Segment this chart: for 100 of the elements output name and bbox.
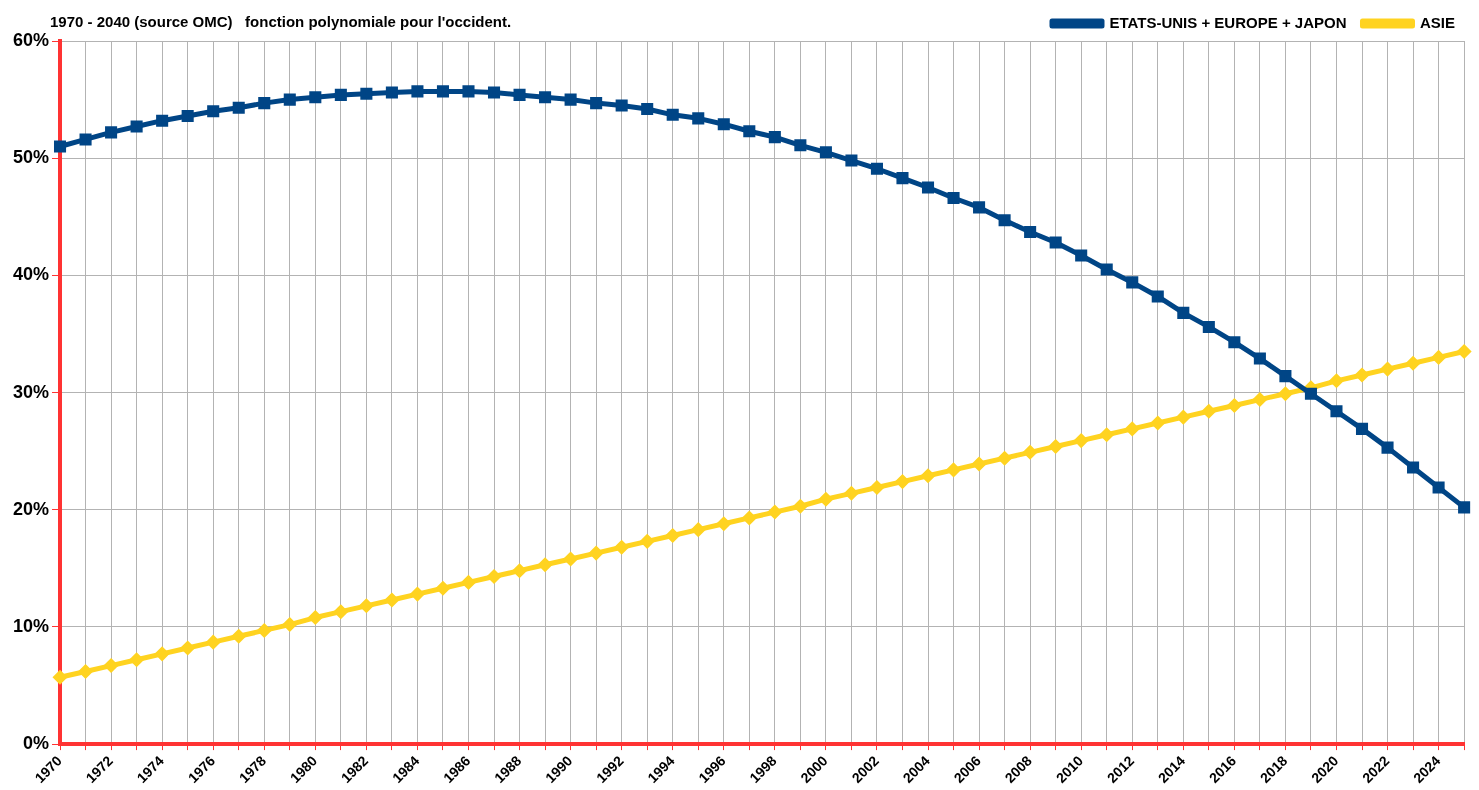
point (206, 635, 220, 649)
point (768, 505, 782, 519)
point (589, 546, 603, 560)
point (1151, 290, 1164, 303)
point (53, 670, 67, 684)
point (130, 653, 144, 667)
point (359, 599, 373, 613)
point (895, 475, 909, 489)
point (53, 140, 67, 153)
point (1075, 249, 1088, 262)
point (947, 191, 960, 205)
point (334, 88, 347, 101)
point (641, 102, 654, 115)
point (1049, 236, 1062, 249)
point (1381, 362, 1395, 376)
point (181, 109, 194, 123)
point (104, 659, 118, 673)
point (844, 486, 858, 500)
point (283, 93, 296, 106)
point (998, 451, 1012, 465)
point (972, 457, 986, 471)
point (793, 499, 807, 513)
point (1457, 345, 1471, 359)
y-tick-label: 10% (13, 615, 50, 636)
point (717, 517, 731, 531)
point (1202, 320, 1215, 333)
point (436, 85, 449, 98)
point (896, 172, 909, 185)
point (666, 529, 680, 543)
point (385, 86, 398, 99)
legend-label: ASIE (1419, 13, 1456, 31)
point (615, 99, 628, 112)
point (1432, 350, 1446, 364)
point (1432, 481, 1445, 494)
point (1177, 306, 1190, 319)
point (1407, 461, 1420, 474)
point (1125, 422, 1139, 436)
point (742, 511, 756, 525)
point (461, 575, 475, 589)
point (232, 101, 245, 114)
point (921, 469, 935, 483)
y-tick-label: 30% (13, 381, 50, 402)
y-tick-label: 50% (13, 147, 50, 168)
point (640, 534, 654, 548)
point (385, 593, 399, 607)
point (487, 570, 501, 584)
point (1253, 393, 1267, 407)
point (1458, 501, 1471, 514)
point (1151, 416, 1165, 430)
y-tick-label: 60% (13, 29, 50, 50)
point (819, 146, 832, 159)
point (1304, 387, 1317, 400)
point (155, 647, 169, 661)
point (1279, 370, 1292, 383)
point (691, 523, 705, 537)
point (947, 463, 961, 477)
point (870, 480, 884, 494)
point (1176, 410, 1190, 424)
point (156, 114, 169, 127)
point (1355, 368, 1369, 382)
point (998, 214, 1011, 227)
point (105, 126, 118, 139)
point (1330, 405, 1343, 418)
point (232, 629, 246, 643)
point (283, 618, 297, 632)
point (564, 552, 578, 566)
point (1074, 434, 1088, 448)
point (411, 85, 424, 98)
point (845, 154, 858, 167)
point (717, 118, 730, 131)
point (207, 105, 220, 118)
point (258, 97, 271, 110)
point (1355, 422, 1369, 435)
point (1024, 225, 1037, 239)
point (79, 664, 93, 678)
point (1227, 398, 1241, 412)
point (462, 85, 475, 98)
point (768, 131, 781, 144)
point (921, 181, 935, 194)
point (334, 605, 348, 619)
point (1100, 263, 1113, 276)
point (538, 558, 552, 572)
chart-title: 1970 - 2040 (source OMC) fonction polynomiale pour l'occident. (50, 13, 512, 30)
point (1329, 374, 1343, 388)
point (308, 611, 322, 625)
point (564, 93, 577, 106)
point (973, 201, 986, 214)
point (1406, 356, 1420, 370)
y-tick-label: 20% (13, 498, 50, 519)
point (794, 139, 807, 152)
point (1228, 336, 1241, 349)
point (436, 581, 450, 595)
point (692, 112, 705, 125)
point (1126, 276, 1139, 289)
point (360, 87, 373, 100)
point (1202, 404, 1216, 418)
point (513, 88, 526, 101)
point (743, 125, 756, 138)
y-tick-label: 0% (23, 733, 50, 754)
point (615, 540, 629, 554)
